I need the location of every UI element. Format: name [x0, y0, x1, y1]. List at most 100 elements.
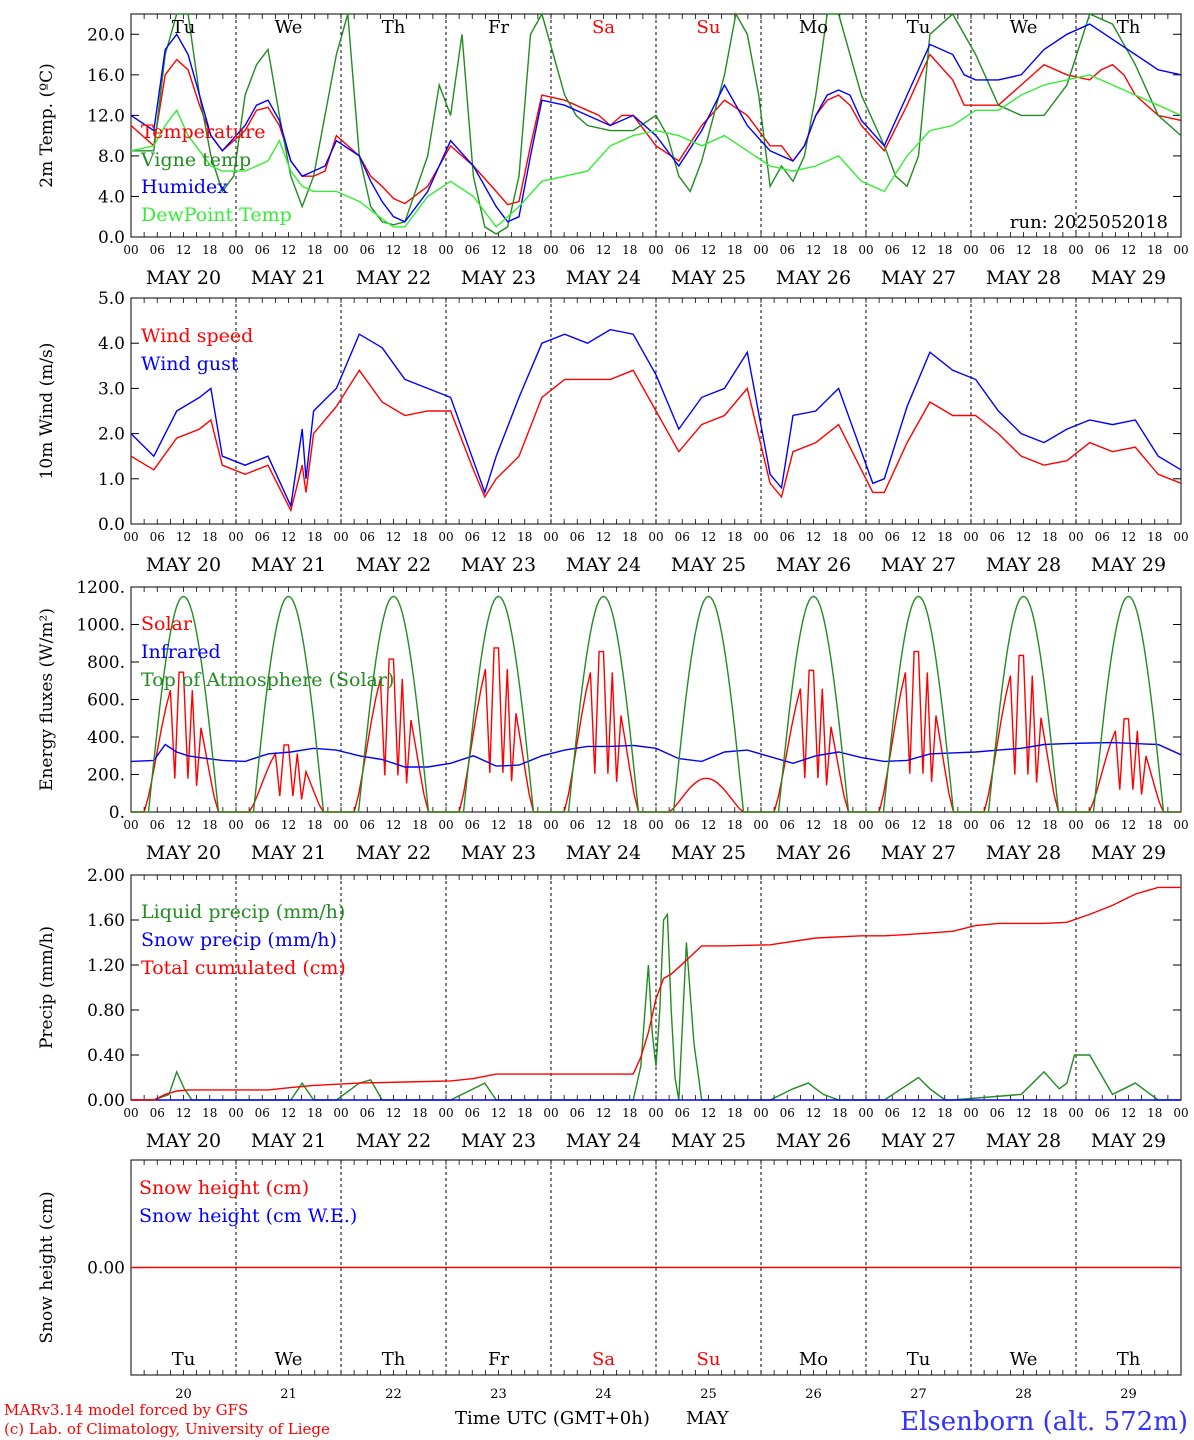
x-hour-tick-label: 00: [333, 530, 348, 544]
x-date-label: MAY 22: [356, 1130, 431, 1152]
x-date-label: MAY 20: [146, 842, 221, 864]
legend-entry: Wind gust: [141, 353, 239, 375]
x-hour-tick-label: 00: [228, 1106, 243, 1120]
x-daynum-label: 20: [175, 1387, 192, 1402]
x-date-label: MAY 27: [881, 267, 956, 289]
x-hour-tick-label: 18: [202, 818, 217, 832]
x-hour-tick-label: 18: [727, 818, 742, 832]
legend-entry: DewPoint Temp: [141, 204, 292, 226]
x-hour-tick-label: 00: [1068, 243, 1083, 257]
x-daynum-label: 25: [700, 1387, 717, 1402]
x-date-label: MAY 23: [461, 267, 536, 289]
day-abbr-label: Th: [382, 1349, 406, 1370]
x-hour-tick-label: 12: [701, 243, 716, 257]
y-axis-label: 2m Temp. (ºC): [37, 63, 57, 188]
series-line-wind-speed: [130, 369, 1182, 513]
x-hour-tick-label: 18: [622, 818, 637, 832]
y-tick-label: 1200.: [76, 578, 125, 598]
x-date-label: MAY 21: [251, 554, 326, 576]
x-hour-tick-label: 06: [150, 243, 165, 257]
credit-model: MARv3.14 model forced by GFS: [4, 1401, 248, 1419]
y-tick-label: 0.00: [87, 1091, 125, 1111]
x-hour-tick-label: 06: [150, 530, 165, 544]
x-hour-tick-label: 06: [780, 818, 795, 832]
x-daynum-label: 26: [805, 1387, 822, 1402]
x-hour-tick-label: 00: [333, 243, 348, 257]
x-hour-tick-label: 00: [858, 530, 873, 544]
x-hour-tick-label: 06: [885, 530, 900, 544]
x-date-label: MAY 28: [986, 267, 1061, 289]
x-hour-tick-label: 00: [1173, 243, 1188, 257]
y-tick-label: 3.0: [98, 379, 125, 399]
legend-entry: Snow height (cm): [139, 1177, 309, 1199]
x-hour-tick-label: 00: [1173, 1106, 1188, 1120]
x-hour-tick-label: 06: [990, 530, 1005, 544]
x-hour-tick-label: 12: [386, 530, 401, 544]
x-date-label: MAY 24: [566, 267, 641, 289]
x-hour-tick-label: 06: [570, 530, 585, 544]
day-abbr-label: Su: [697, 17, 721, 38]
x-hour-tick-label: 18: [727, 530, 742, 544]
x-hour-tick-label: 18: [517, 243, 532, 257]
x-daynum-label: 24: [595, 1387, 612, 1402]
x-hour-tick-label: 00: [858, 818, 873, 832]
x-date-label: MAY 28: [986, 1130, 1061, 1152]
series-line-infrared: [130, 741, 1182, 768]
day-abbr-label: Mo: [799, 17, 828, 38]
x-date-label: MAY 26: [776, 554, 851, 576]
x-hour-tick-label: 18: [307, 1106, 322, 1120]
y-tick-label: 12.0: [87, 106, 125, 126]
x-hour-tick-label: 00: [753, 818, 768, 832]
x-hour-tick-label: 06: [465, 818, 480, 832]
x-hour-tick-label: 12: [806, 530, 821, 544]
x-hour-tick-label: 00: [333, 818, 348, 832]
x-hour-tick-label: 12: [176, 530, 191, 544]
series-line-temperature: [130, 53, 1182, 206]
x-date-label: MAY 26: [776, 842, 851, 864]
x-hour-tick-label: 00: [858, 1106, 873, 1120]
x-hour-tick-label: 06: [465, 530, 480, 544]
x-hour-tick-label: 18: [727, 1106, 742, 1120]
x-hour-tick-label: 12: [596, 1106, 611, 1120]
x-date-label: MAY 29: [1091, 554, 1166, 576]
y-axis-label: 10m Wind (m/s): [37, 343, 57, 480]
x-date-label: MAY 25: [671, 842, 746, 864]
x-hour-tick-label: 18: [622, 530, 637, 544]
x-hour-tick-label: 18: [1147, 818, 1162, 832]
y-tick-label: 5.0: [98, 289, 125, 309]
x-hour-tick-label: 12: [596, 530, 611, 544]
x-hour-tick-label: 18: [307, 818, 322, 832]
x-hour-tick-label: 18: [307, 530, 322, 544]
x-hour-tick-label: 00: [648, 1106, 663, 1120]
y-tick-label: 1.0: [98, 470, 125, 490]
x-hour-tick-label: 18: [517, 1106, 532, 1120]
x-hour-tick-label: 00: [858, 243, 873, 257]
y-tick-label: 800.: [87, 653, 125, 673]
x-hour-tick-label: 18: [202, 530, 217, 544]
y-tick-label: 2.0: [98, 425, 125, 445]
x-hour-tick-label: 06: [570, 818, 585, 832]
legend-entry: Solar: [141, 613, 193, 635]
x-hour-tick-label: 18: [1042, 530, 1057, 544]
x-hour-tick-label: 12: [701, 530, 716, 544]
x-hour-tick-label: 06: [1095, 1106, 1110, 1120]
x-hour-tick-label: 12: [176, 818, 191, 832]
day-abbr-label: Tu: [907, 17, 931, 38]
x-date-label: MAY 28: [986, 554, 1061, 576]
x-hour-tick-label: 18: [412, 1106, 427, 1120]
credit-lab: (c) Lab. of Climatology, University of L…: [4, 1420, 330, 1438]
x-hour-tick-label: 06: [360, 243, 375, 257]
x-date-label: MAY 24: [566, 554, 641, 576]
x-hour-tick-label: 00: [543, 1106, 558, 1120]
x-hour-tick-label: 06: [360, 818, 375, 832]
x-hour-tick-label: 06: [570, 243, 585, 257]
x-hour-tick-label: 06: [1095, 530, 1110, 544]
day-abbr-label: Tu: [172, 1349, 196, 1370]
day-abbr-label: Th: [1117, 17, 1141, 38]
series-line-top-of-atmosphere-solar-: [131, 595, 1181, 813]
y-axis-label: Snow height (cm): [37, 1191, 57, 1343]
legend-entry: Top of Atmosphere (Solar): [141, 669, 394, 691]
x-hour-tick-label: 12: [701, 818, 716, 832]
day-abbr-label: Tu: [907, 1349, 931, 1370]
